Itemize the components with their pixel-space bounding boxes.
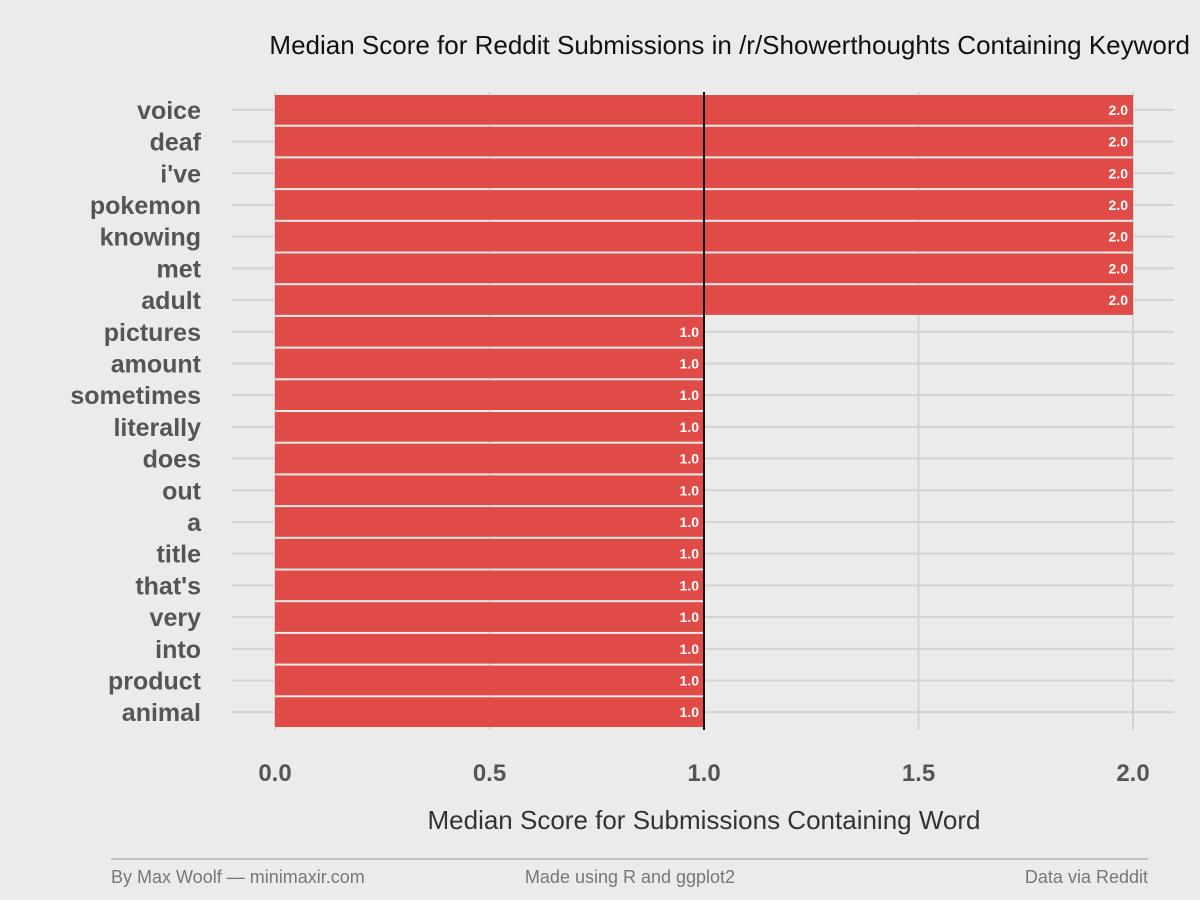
category-label: animal bbox=[122, 699, 201, 727]
data-label: 1.0 bbox=[680, 419, 700, 435]
data-label: 1.0 bbox=[680, 704, 700, 720]
bar bbox=[275, 348, 704, 379]
category-label: pokemon bbox=[90, 192, 201, 220]
data-label: 2.0 bbox=[1109, 292, 1129, 308]
x-tick-label: 1.0 bbox=[687, 760, 720, 787]
category-label: title bbox=[157, 541, 202, 569]
data-label: 1.0 bbox=[680, 324, 700, 340]
category-label: does bbox=[143, 446, 201, 474]
data-label: 2.0 bbox=[1109, 102, 1129, 118]
bar bbox=[275, 316, 704, 347]
bar bbox=[275, 570, 704, 601]
bar bbox=[275, 443, 704, 474]
category-label: knowing bbox=[100, 224, 201, 252]
x-axis-title: Median Score for Submissions Containing … bbox=[427, 805, 980, 835]
bar bbox=[275, 602, 704, 632]
bars: 2.0 2.0 2.0 2.0 2.0 2.0 2.0 1.0 1.0 1.0 1.0 1.0 1.0 1… bbox=[275, 92, 1133, 730]
category-label: voice bbox=[137, 97, 201, 125]
category-label: i've bbox=[160, 160, 201, 188]
category-label: met bbox=[157, 255, 202, 283]
category-label: a bbox=[187, 509, 202, 537]
data-label: 2.0 bbox=[1109, 165, 1129, 181]
category-label: into bbox=[155, 636, 201, 664]
data-label: 1.0 bbox=[680, 641, 700, 657]
x-tick-label: 0.5 bbox=[473, 760, 506, 787]
bar bbox=[275, 475, 704, 506]
category-label: literally bbox=[113, 414, 201, 442]
bar bbox=[275, 412, 704, 442]
data-label: 1.0 bbox=[680, 577, 700, 593]
chart-title: Median Score for Reddit Submissions in /… bbox=[269, 30, 1190, 60]
bar bbox=[275, 380, 704, 410]
category-label: deaf bbox=[150, 129, 202, 157]
data-label: 2.0 bbox=[1109, 260, 1129, 276]
data-label: 1.0 bbox=[680, 546, 700, 562]
bar bbox=[275, 538, 704, 569]
data-label: 1.0 bbox=[680, 387, 700, 403]
category-label: product bbox=[108, 667, 202, 695]
bar bbox=[275, 633, 704, 664]
data-label: 2.0 bbox=[1109, 134, 1129, 150]
bar bbox=[275, 507, 704, 537]
category-labels: voice deaf i've pokemon knowing met adult pictu… bbox=[70, 97, 202, 727]
footer-made-with: Made using R and ggplot2 bbox=[525, 867, 735, 887]
category-label: pictures bbox=[104, 319, 201, 347]
data-label: 2.0 bbox=[1109, 197, 1129, 213]
x-tick-label: 0.0 bbox=[258, 760, 291, 787]
bar bbox=[275, 665, 704, 696]
footer-source: Data via Reddit bbox=[1025, 867, 1148, 887]
data-label: 2.0 bbox=[1109, 229, 1129, 245]
category-label: out bbox=[162, 477, 202, 505]
data-label: 1.0 bbox=[680, 514, 700, 530]
data-label: 1.0 bbox=[680, 482, 700, 498]
category-label: adult bbox=[141, 287, 201, 315]
x-tick-label: 1.5 bbox=[902, 760, 935, 787]
x-tick-label: 2.0 bbox=[1116, 760, 1149, 787]
bar bbox=[275, 697, 704, 727]
category-label: that's bbox=[135, 572, 201, 600]
category-label: amount bbox=[111, 350, 202, 378]
data-label: 1.0 bbox=[680, 355, 700, 371]
category-label: very bbox=[150, 604, 202, 632]
footer-credit: By Max Woolf — minimaxir.com bbox=[111, 867, 365, 887]
x-axis-ticks: 0.0 0.5 1.0 1.5 2.0 bbox=[258, 760, 1149, 787]
data-label: 1.0 bbox=[680, 451, 700, 467]
data-label: 1.0 bbox=[680, 672, 700, 688]
category-label: sometimes bbox=[70, 382, 201, 410]
data-label: 1.0 bbox=[680, 609, 700, 625]
